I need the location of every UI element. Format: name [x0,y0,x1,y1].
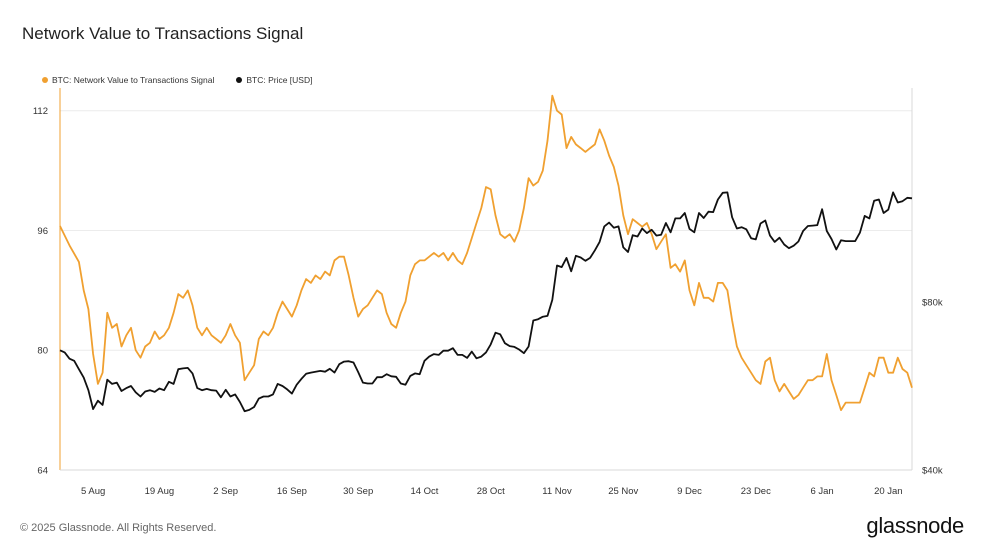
y-tick-left-1: 80 [37,346,48,357]
x-tick-0: 5 Aug [81,486,105,497]
x-tick-9: 9 Dec [677,486,702,497]
legend-dot-nvts [42,77,48,83]
legend-dot-price [236,77,243,83]
copyright-text: © 2025 Glassnode. All Rights Reserved. [20,522,217,534]
x-tick-5: 14 Oct [410,486,438,497]
x-tick-10: 23 Dec [741,486,771,497]
x-tick-8: 25 Nov [608,486,638,497]
series-line-price [59,191,913,413]
x-tick-3: 16 Sep [277,486,307,497]
y-tick-right-1: $80k [922,298,943,309]
series-line-nvts [59,94,913,411]
page-title: Network Value to Transactions Signal [22,24,304,43]
x-tick-11: 6 Jan [810,486,833,497]
legend-label-nvts: BTC: Network Value to Transactions Signa… [52,75,215,85]
x-tick-7: 11 Nov [542,486,572,497]
legend-label-price: BTC: Price [USD] [246,75,313,85]
y-tick-left-0: 64 [37,466,48,477]
x-tick-6: 28 Oct [477,486,505,497]
legend: BTC: Network Value to Transactions Signa… [42,75,312,85]
y-tick-left-2: 96 [37,226,48,237]
x-tick-2: 2 Sep [213,486,238,497]
legend-item-price[interactable]: BTC: Price [USD] [236,75,312,85]
x-tick-4: 30 Sep [343,486,373,497]
x-tick-12: 20 Jan [874,486,903,497]
glassnode-logo: glassnode [866,513,964,538]
y-tick-left-3: 112 [33,106,48,117]
legend-item-nvts[interactable]: BTC: Network Value to Transactions Signa… [42,75,214,85]
x-tick-1: 19 Aug [145,486,175,497]
y-tick-right-0: $40k [922,466,943,477]
